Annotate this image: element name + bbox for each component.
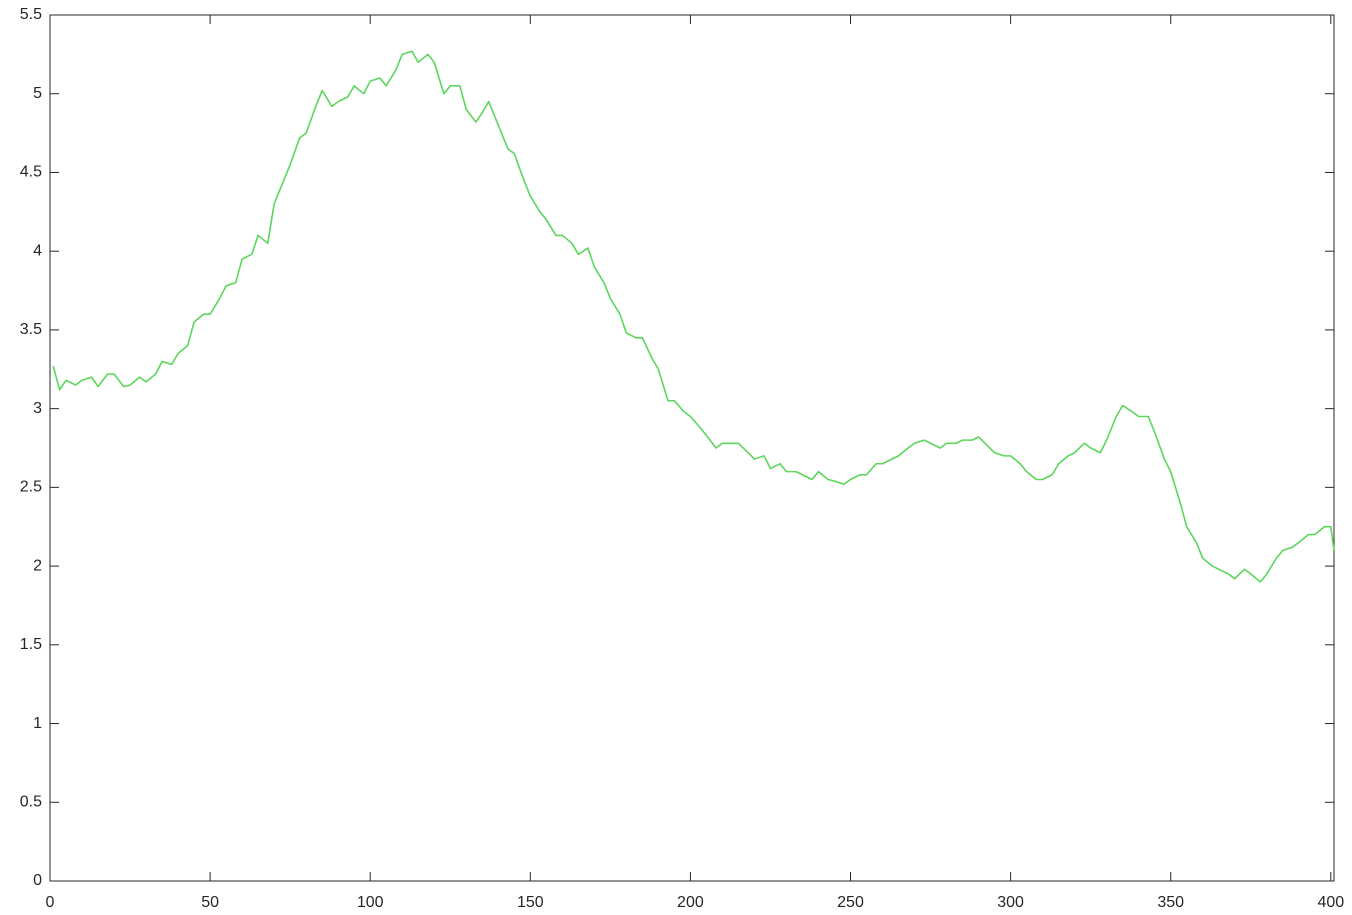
x-tick-label: 200	[677, 894, 704, 911]
y-tick-label: 4	[33, 242, 42, 259]
x-tick-label: 400	[1317, 894, 1344, 911]
x-tick-label: 150	[517, 894, 544, 911]
y-tick-label: 5.5	[20, 6, 42, 23]
x-tick-label: 50	[201, 894, 219, 911]
y-tick-label: 4.5	[20, 164, 42, 181]
y-tick-label: 2.5	[20, 479, 42, 496]
data-line	[52, 50, 1335, 583]
x-tick-label: 250	[837, 894, 864, 911]
x-tick-label: 0	[46, 894, 55, 911]
y-tick-label: 1	[33, 715, 42, 732]
y-tick-label: 2	[33, 557, 42, 574]
y-tick-label: 3.5	[20, 321, 42, 338]
x-tick-label: 300	[997, 894, 1024, 911]
y-tick-label: 5	[33, 85, 42, 102]
x-tick-label: 350	[1157, 894, 1184, 911]
y-tick-label: 3	[33, 400, 42, 417]
y-tick-label: 0	[33, 872, 42, 889]
y-tick-label: 0.5	[20, 793, 42, 810]
axes-box	[49, 14, 1335, 882]
y-tick-label: 1.5	[20, 636, 42, 653]
x-tick-label: 100	[357, 894, 384, 911]
